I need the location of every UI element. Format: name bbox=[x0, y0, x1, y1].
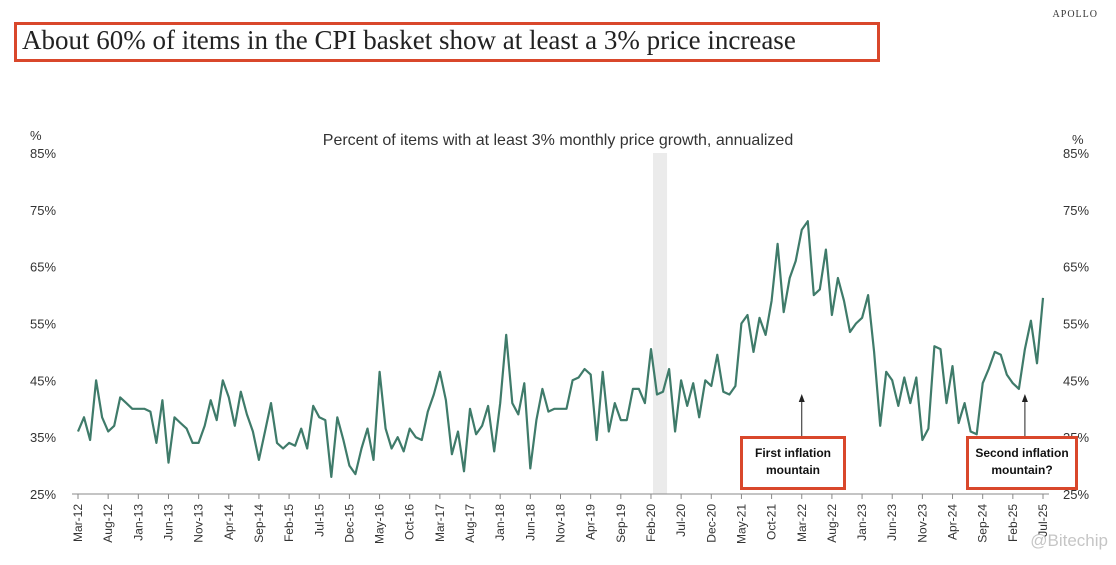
y-tick-label-right: 55% bbox=[1063, 317, 1089, 332]
y-tick-label-right: 65% bbox=[1063, 260, 1089, 275]
annotation-line2: mountain bbox=[766, 463, 820, 477]
x-tick-label: Jan-23 bbox=[855, 504, 869, 541]
x-tick-label: Jun-18 bbox=[523, 504, 537, 541]
annotation-second-inflation-mountain: Second inflation mountain? bbox=[966, 436, 1078, 490]
x-tick-label: Oct-21 bbox=[765, 504, 779, 540]
x-tick-label: Mar-17 bbox=[433, 504, 447, 542]
brand-logo: APOLLO bbox=[1052, 9, 1098, 20]
x-tick-label: Aug-17 bbox=[463, 504, 477, 543]
x-tick-label: Sep-19 bbox=[614, 504, 628, 543]
y-axis-unit-left: % bbox=[30, 128, 42, 143]
recession-shade bbox=[653, 153, 668, 494]
x-tick-label: Jun-13 bbox=[161, 504, 175, 541]
y-tick-label-right: 75% bbox=[1063, 203, 1089, 218]
y-tick-label-left: 55% bbox=[30, 317, 56, 332]
arrow-head-icon bbox=[1021, 394, 1028, 402]
x-tick-label: Jun-23 bbox=[885, 504, 899, 541]
x-tick-label: Jan-13 bbox=[131, 504, 145, 541]
x-tick-label: Jul-20 bbox=[674, 504, 688, 537]
x-tick-label: Mar-12 bbox=[71, 504, 85, 542]
annotation-first-inflation-mountain: First inflation mountain bbox=[740, 436, 846, 490]
y-tick-label-left: 25% bbox=[30, 487, 56, 502]
y-tick-label-left: 45% bbox=[30, 373, 56, 388]
x-tick-label: Apr-14 bbox=[222, 504, 236, 540]
x-tick-label: Nov-13 bbox=[192, 504, 206, 543]
x-tick-label: Jul-15 bbox=[312, 504, 326, 537]
y-tick-label-left: 65% bbox=[30, 260, 56, 275]
y-tick-label-right: 25% bbox=[1063, 487, 1089, 502]
x-tick-label: Feb-20 bbox=[644, 504, 658, 542]
x-tick-label: Feb-15 bbox=[282, 504, 296, 542]
arrow-head-icon bbox=[798, 394, 805, 402]
annotation-line1: Second inflation bbox=[975, 446, 1069, 460]
annotation-line2: mountain? bbox=[991, 463, 1053, 477]
y-tick-label-right: 45% bbox=[1063, 373, 1089, 388]
x-tick-label: Feb-25 bbox=[1006, 504, 1020, 542]
x-tick-label: Oct-16 bbox=[403, 504, 417, 540]
y-tick-label-left: 75% bbox=[30, 203, 56, 218]
x-tick-label: Dec-15 bbox=[342, 504, 356, 543]
headline-highlight-box bbox=[14, 22, 880, 62]
x-tick-label: Dec-20 bbox=[704, 504, 718, 543]
y-tick-label-left: 85% bbox=[30, 146, 56, 161]
y-tick-label-right: 85% bbox=[1063, 146, 1089, 161]
x-tick-label: Aug-12 bbox=[101, 504, 115, 543]
x-tick-label: Mar-22 bbox=[795, 504, 809, 542]
x-tick-label: Jul-25 bbox=[1036, 504, 1050, 537]
x-tick-label: Nov-18 bbox=[554, 504, 568, 543]
y-axis-unit-right: % bbox=[1072, 132, 1084, 147]
headline: About 60% of items in the CPI basket sho… bbox=[22, 25, 796, 55]
x-tick-label: Jan-18 bbox=[493, 504, 507, 541]
x-tick-label: Sep-14 bbox=[252, 504, 266, 543]
series-line bbox=[76, 220, 1045, 478]
x-tick-label: Sep-24 bbox=[976, 504, 990, 543]
x-tick-label: Nov-23 bbox=[915, 504, 929, 543]
annotation-line1: First inflation bbox=[755, 446, 831, 460]
x-tick-label: Apr-19 bbox=[584, 504, 598, 540]
x-tick-label: May-21 bbox=[734, 504, 748, 544]
y-tick-label-left: 35% bbox=[30, 430, 56, 445]
x-tick-label: Apr-24 bbox=[946, 504, 960, 540]
x-tick-label: May-16 bbox=[373, 504, 387, 544]
watermark: @Bitechip bbox=[1030, 531, 1108, 550]
chart-title: Percent of items with at least 3% monthl… bbox=[323, 132, 793, 149]
x-tick-label: Aug-22 bbox=[825, 504, 839, 543]
